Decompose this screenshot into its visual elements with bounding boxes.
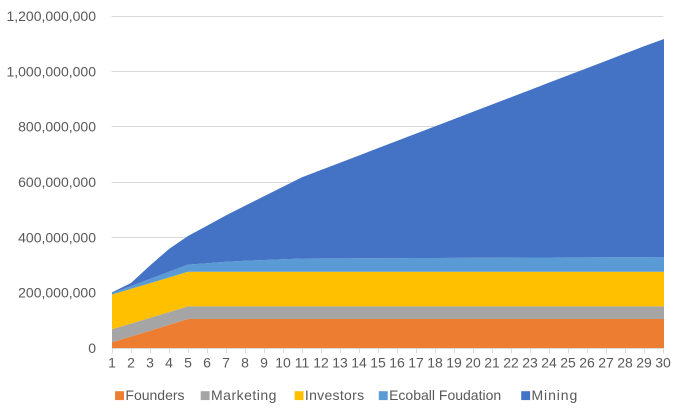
svg-text:Founders: Founders <box>125 387 184 403</box>
svg-text:400,000,000: 400,000,000 <box>18 229 96 245</box>
svg-text:8: 8 <box>241 355 249 371</box>
svg-text:0: 0 <box>88 340 96 356</box>
svg-text:23: 23 <box>522 355 538 371</box>
svg-text:9: 9 <box>260 355 268 371</box>
svg-text:26: 26 <box>579 355 595 371</box>
svg-text:1,200,000,000: 1,200,000,000 <box>6 8 96 24</box>
svg-text:200,000,000: 200,000,000 <box>18 285 96 301</box>
svg-text:28: 28 <box>617 355 633 371</box>
svg-text:Mining: Mining <box>532 387 579 403</box>
svg-text:25: 25 <box>560 355 576 371</box>
svg-text:16: 16 <box>389 355 405 371</box>
svg-text:10: 10 <box>275 355 291 371</box>
svg-text:12: 12 <box>313 355 329 371</box>
svg-text:2: 2 <box>127 355 135 371</box>
svg-text:13: 13 <box>332 355 348 371</box>
svg-text:Investors: Investors <box>305 387 365 403</box>
svg-text:5: 5 <box>184 355 192 371</box>
svg-text:Marketing: Marketing <box>211 387 277 403</box>
svg-text:18: 18 <box>427 355 443 371</box>
svg-text:20: 20 <box>465 355 481 371</box>
svg-text:29: 29 <box>636 355 652 371</box>
svg-text:22: 22 <box>503 355 519 371</box>
svg-text:1,000,000,000: 1,000,000,000 <box>6 63 96 79</box>
svg-text:6: 6 <box>203 355 211 371</box>
svg-text:1: 1 <box>108 355 116 371</box>
svg-text:11: 11 <box>295 355 310 371</box>
svg-text:17: 17 <box>408 355 424 371</box>
svg-text:14: 14 <box>351 355 367 371</box>
svg-text:19: 19 <box>446 355 462 371</box>
svg-text:27: 27 <box>598 355 614 371</box>
svg-text:3: 3 <box>146 355 154 371</box>
svg-text:600,000,000: 600,000,000 <box>18 174 96 190</box>
svg-text:30: 30 <box>655 355 671 371</box>
svg-text:21: 21 <box>484 355 500 371</box>
svg-text:800,000,000: 800,000,000 <box>18 119 96 135</box>
svg-text:Ecoball Foudation: Ecoball Foudation <box>389 387 501 403</box>
svg-text:24: 24 <box>541 355 557 371</box>
svg-text:7: 7 <box>222 355 230 371</box>
svg-text:4: 4 <box>165 355 173 371</box>
svg-text:15: 15 <box>370 355 386 371</box>
